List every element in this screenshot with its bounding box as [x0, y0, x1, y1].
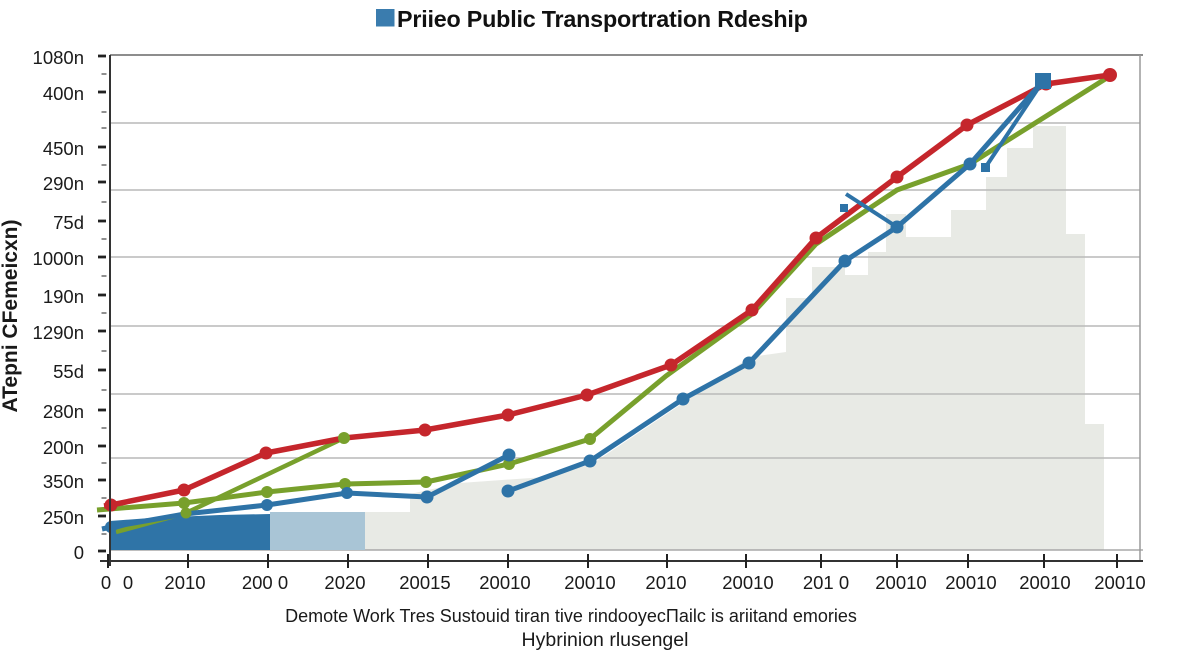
- svg-text:201 0: 201 0: [803, 572, 849, 593]
- svg-text:ATepni CFemeicxn): ATepni CFemeicxn): [0, 220, 22, 413]
- svg-text:0: 0: [74, 542, 84, 563]
- svg-text:350n: 350n: [43, 471, 84, 492]
- svg-text:20010: 20010: [875, 572, 926, 593]
- svg-text:250n: 250n: [43, 507, 84, 528]
- svg-text:Demote Work Tres Sustouid tira: Demote Work Tres Sustouid tiran tive rin…: [285, 606, 857, 626]
- svg-text:Hybrinion rlusengel: Hybrinion rlusengel: [522, 629, 689, 651]
- svg-text:0: 0: [123, 572, 133, 593]
- svg-text:400n: 400n: [43, 83, 84, 104]
- svg-text:20010: 20010: [564, 572, 615, 593]
- svg-text:20010: 20010: [945, 572, 996, 593]
- svg-text:2010: 2010: [645, 572, 686, 593]
- svg-text:2010: 2010: [164, 572, 205, 593]
- svg-text:200 0: 200 0: [242, 572, 288, 593]
- svg-text:200n: 200n: [43, 437, 84, 458]
- svg-text:20015: 20015: [399, 572, 450, 593]
- svg-text:1080n: 1080n: [33, 47, 84, 68]
- svg-text:75d: 75d: [53, 212, 84, 233]
- svg-text:20010: 20010: [479, 572, 530, 593]
- svg-text:55d: 55d: [53, 361, 84, 382]
- svg-text:20010: 20010: [1094, 572, 1145, 593]
- svg-text:190n: 190n: [43, 286, 84, 307]
- svg-text:2020: 2020: [324, 572, 365, 593]
- svg-text:280n: 280n: [43, 401, 84, 422]
- svg-text:Priieo Public Transportration: Priieo Public Transportration Rdeship: [397, 6, 808, 32]
- svg-text:1000n: 1000n: [33, 248, 84, 269]
- svg-text:1290n: 1290n: [33, 322, 84, 343]
- svg-text:450n: 450n: [43, 138, 84, 159]
- svg-text:290n: 290n: [43, 173, 84, 194]
- svg-text:0: 0: [101, 572, 111, 593]
- svg-text:20010: 20010: [1019, 572, 1070, 593]
- svg-text:20010: 20010: [722, 572, 773, 593]
